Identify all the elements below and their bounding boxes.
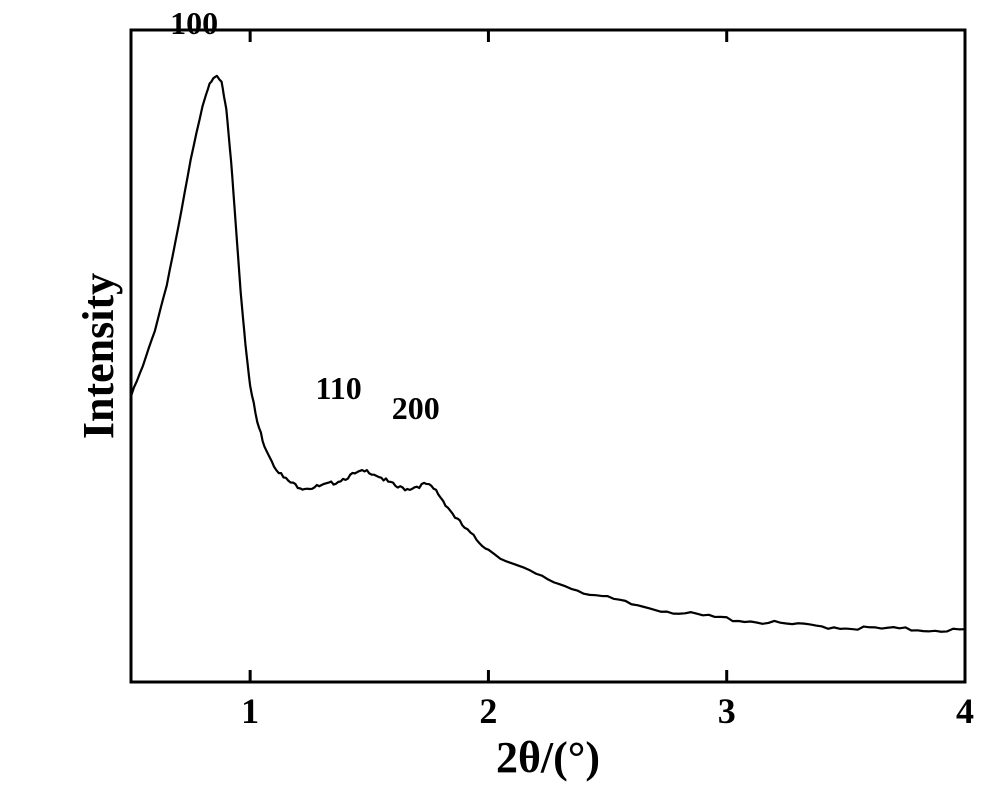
x-tick-label: 1: [230, 690, 270, 732]
peak-label: 110: [315, 370, 361, 407]
x-tick-label: 2: [468, 690, 508, 732]
y-axis-label: Intensity: [73, 246, 124, 466]
x-tick-label: 4: [945, 690, 985, 732]
peak-label: 100: [170, 5, 218, 42]
x-tick-label: 3: [707, 690, 747, 732]
plot-svg: [0, 0, 1000, 799]
peak-label: 200: [392, 390, 440, 427]
xrd-chart: Intensity 2θ/(°) 1 2 3 4 100 110 200: [0, 0, 1000, 799]
x-axis-label: 2θ/(°): [458, 732, 638, 783]
